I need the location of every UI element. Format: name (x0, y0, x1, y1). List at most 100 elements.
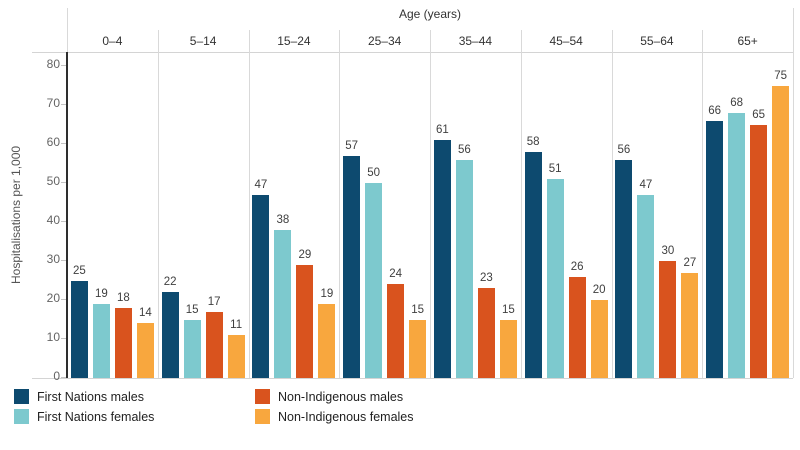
bar[interactable]: 22 (161, 276, 179, 378)
age-group-label: 65+ (737, 34, 758, 48)
bar[interactable]: 65 (750, 109, 768, 378)
age-group-label: 35–44 (458, 34, 493, 48)
bar-value-label: 57 (345, 139, 359, 152)
bar[interactable]: 20 (590, 284, 608, 378)
header-separator (702, 30, 704, 52)
age-group-label: 5–14 (189, 34, 217, 48)
legend-item[interactable]: Non-Indigenous males (255, 389, 403, 404)
bar-value-label: 19 (320, 287, 334, 300)
panel-separator (339, 52, 341, 378)
bar[interactable]: 23 (477, 272, 495, 378)
legend-swatch (255, 389, 270, 404)
legend-label: First Nations males (37, 389, 144, 404)
panel-separator (702, 52, 704, 378)
bar[interactable]: 19 (318, 288, 336, 378)
bar[interactable]: 56 (455, 144, 473, 378)
bar-value-label: 56 (457, 143, 471, 156)
header-separator (339, 30, 341, 52)
bar[interactable]: 57 (343, 140, 361, 378)
panel-0–4: 25 19 18 14 (67, 52, 158, 378)
bar[interactable]: 38 (274, 214, 292, 378)
age-group-label: 15–24 (277, 34, 311, 48)
bar[interactable]: 66 (706, 105, 724, 378)
panel-15–24: 47 38 29 19 (249, 52, 340, 378)
legend-label: Non-Indigenous females (278, 409, 414, 424)
panel-separator (248, 52, 250, 378)
bar-value-label: 15 (411, 303, 425, 316)
y-tick-label: 0 (53, 369, 60, 383)
bar[interactable]: 56 (615, 144, 633, 378)
panel-35–44: 61 56 23 15 (430, 52, 521, 378)
bar[interactable]: 61 (433, 124, 451, 378)
bar[interactable]: 14 (136, 307, 154, 378)
header-separator (520, 30, 522, 52)
bar-value-label: 27 (683, 256, 697, 269)
y-tick-mark (61, 182, 66, 183)
bar-value-label: 20 (592, 284, 606, 296)
bar[interactable]: 58 (524, 136, 542, 378)
legend-swatch (14, 409, 29, 424)
bar[interactable]: 25 (70, 265, 88, 378)
bar[interactable]: 27 (681, 257, 699, 378)
bar-value-label: 29 (298, 248, 312, 261)
bar[interactable]: 68 (728, 97, 746, 378)
bar[interactable]: 19 (92, 288, 110, 378)
legend-item[interactable]: First Nations females (14, 409, 154, 424)
y-tick-label: 10 (46, 330, 60, 344)
bar[interactable]: 51 (546, 163, 564, 378)
y-tick-mark (61, 338, 66, 339)
bar[interactable]: 75 (772, 70, 790, 378)
bar-value-label: 26 (570, 260, 584, 273)
age-group-label: 45–54 (549, 34, 583, 48)
legend-item[interactable]: First Nations males (14, 389, 144, 404)
bar[interactable]: 15 (183, 304, 201, 378)
bar[interactable]: 29 (296, 249, 314, 378)
y-axis-title: Hospitalisations per 1,000 (9, 145, 23, 285)
plot-right-border (793, 52, 794, 378)
header-right-border (793, 8, 794, 52)
y-axis-line (66, 52, 68, 378)
plot-top-rule (32, 52, 793, 53)
bar[interactable]: 17 (205, 296, 223, 378)
bar-value-label: 15 (501, 303, 515, 316)
bar[interactable]: 15 (409, 304, 427, 378)
bar[interactable]: 47 (637, 179, 655, 378)
y-tick-mark (61, 221, 66, 222)
legend-label: Non-Indigenous males (278, 389, 404, 404)
legend-swatch (14, 389, 29, 404)
y-tick-label: 40 (46, 213, 60, 227)
bar-value-label: 56 (617, 143, 631, 156)
bar[interactable]: 18 (114, 292, 132, 378)
header-left-border (67, 8, 68, 52)
panel-separator (611, 52, 613, 378)
bar-value-label: 25 (72, 264, 86, 277)
legend-label: First Nations females (37, 409, 155, 424)
y-tick-mark (61, 377, 66, 378)
y-tick-label: 30 (46, 252, 60, 266)
header-separator (248, 30, 250, 52)
age-group-label: 25–34 (367, 34, 402, 48)
y-tick-label: 20 (46, 291, 60, 305)
header-separator (611, 30, 613, 52)
bar-value-label: 23 (479, 272, 493, 285)
bar[interactable]: 26 (568, 261, 586, 378)
bar[interactable]: 50 (365, 167, 383, 378)
bar[interactable]: 15 (499, 304, 517, 378)
bar-value-label: 22 (163, 276, 177, 289)
panel-25–34: 57 50 24 15 (339, 52, 430, 378)
bar-value-label: 11 (230, 319, 243, 332)
bar[interactable]: 24 (387, 268, 405, 378)
panel-separator (520, 52, 522, 378)
legend-item[interactable]: Non-Indigenous females (255, 409, 414, 424)
y-tick-label: 70 (46, 96, 60, 110)
bar[interactable]: 47 (252, 179, 270, 378)
y-tick-label: 50 (46, 174, 60, 188)
bar[interactable]: 11 (227, 319, 245, 378)
y-tick-mark (61, 260, 66, 261)
bar[interactable]: 30 (659, 245, 677, 378)
age-axis-title: Age (years) (398, 7, 462, 21)
y-tick-mark (61, 299, 66, 300)
bar-value-label: 51 (548, 163, 562, 176)
panel-45–54: 58 51 26 20 (521, 52, 612, 378)
